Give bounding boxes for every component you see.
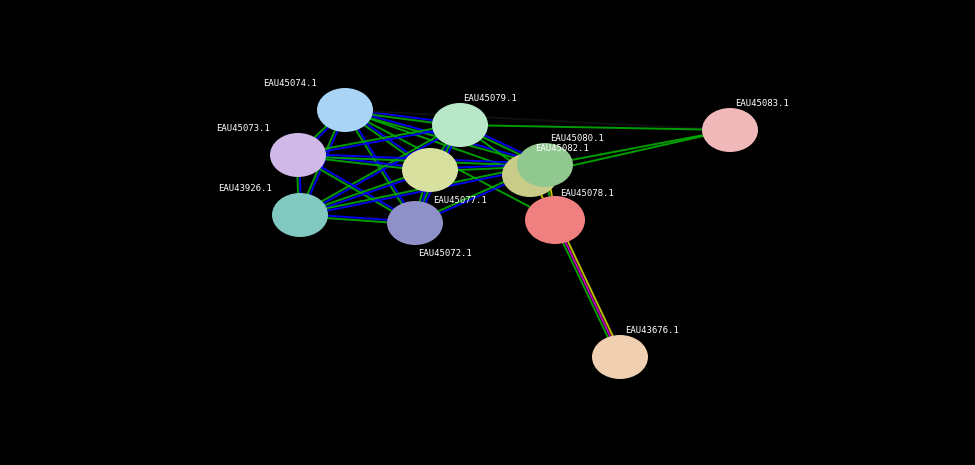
Text: EAU45083.1: EAU45083.1: [735, 99, 789, 108]
Text: EAU45080.1: EAU45080.1: [550, 134, 604, 143]
Text: EAU45072.1: EAU45072.1: [418, 249, 472, 258]
Text: EAU45074.1: EAU45074.1: [263, 79, 317, 88]
Text: EAU45078.1: EAU45078.1: [560, 189, 613, 198]
Text: EAU43676.1: EAU43676.1: [625, 326, 679, 335]
Ellipse shape: [702, 108, 758, 152]
Text: EAU45082.1: EAU45082.1: [535, 144, 589, 153]
Ellipse shape: [592, 335, 648, 379]
Ellipse shape: [502, 153, 558, 197]
Ellipse shape: [270, 133, 326, 177]
Text: EAU43926.1: EAU43926.1: [218, 184, 272, 193]
Ellipse shape: [317, 88, 373, 132]
Text: EAU45073.1: EAU45073.1: [216, 124, 270, 133]
Text: EAU45079.1: EAU45079.1: [463, 94, 517, 103]
Ellipse shape: [402, 148, 458, 192]
Ellipse shape: [432, 103, 488, 147]
Ellipse shape: [517, 143, 573, 187]
Text: EAU45077.1: EAU45077.1: [433, 196, 487, 205]
Ellipse shape: [525, 196, 585, 244]
Ellipse shape: [387, 201, 443, 245]
Ellipse shape: [272, 193, 328, 237]
